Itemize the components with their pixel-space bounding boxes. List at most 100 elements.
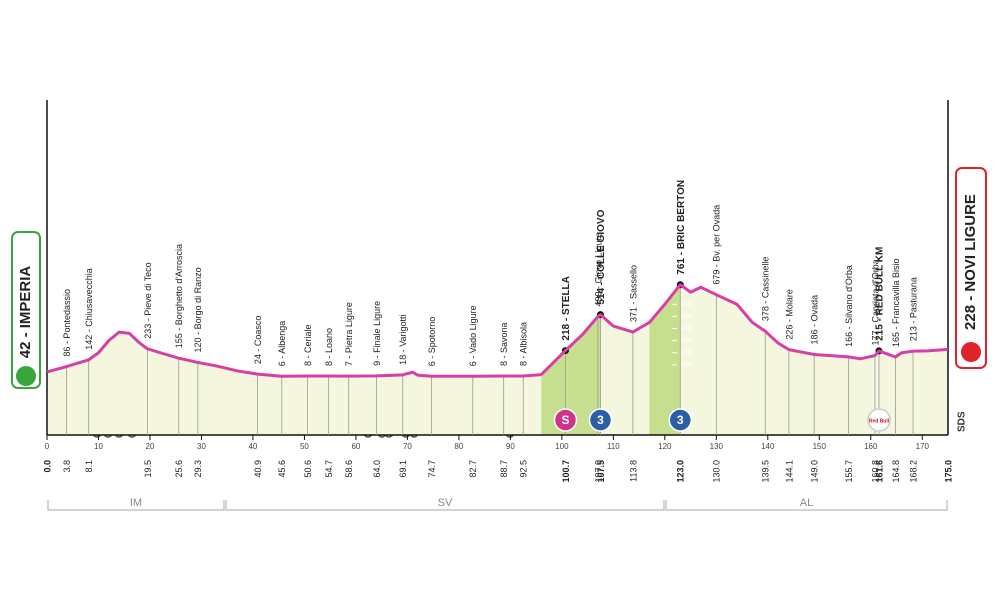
- km-label: 161.6: [874, 460, 884, 483]
- x-tick-label: 140: [761, 442, 775, 451]
- waypoint-label: 378 - Cassinelle: [761, 257, 771, 322]
- km-label: 100.7: [561, 460, 571, 483]
- km-label: 107.5: [596, 460, 606, 483]
- km-label: 74.7: [427, 460, 437, 478]
- start-icon: [16, 366, 36, 386]
- x-tick-label: 20: [146, 442, 155, 451]
- km-label: 40.9: [253, 460, 263, 478]
- waypoint-label: 24 - Coasco: [253, 316, 263, 365]
- km-label: 54.7: [324, 460, 334, 478]
- waypoint-label: 761 - BRIC BERTON: [676, 180, 687, 275]
- y-tick-label: 300: [680, 337, 692, 344]
- y-tick-label: 100: [680, 362, 692, 369]
- km-label: 88.7: [499, 460, 509, 478]
- profile-line: [46, 283, 949, 378]
- x-tick-label: 10: [94, 442, 103, 451]
- waypoint-label: 142 - Chiusavecchia: [84, 268, 94, 350]
- waypoint-label: 8 - Ceriale: [303, 325, 313, 367]
- km-label: 3.8: [62, 460, 72, 473]
- waypoint-label: 213 - Pasturana: [908, 277, 918, 341]
- y-tick-label: 600: [680, 301, 692, 308]
- waypoint-label: 86 - Pontedassio: [62, 289, 72, 357]
- x-tick-label: 100: [555, 442, 569, 451]
- km-label: 168.2: [908, 460, 918, 483]
- waypoint-label: 18 - Varigotti: [398, 314, 408, 364]
- km-label: 50.6: [303, 460, 313, 478]
- km-label: 92.5: [519, 460, 529, 478]
- km-label: 58.6: [344, 460, 354, 478]
- waypoint-label: 6 - Albenga: [277, 321, 287, 367]
- waypoint-label: 8 - Loano: [324, 328, 334, 366]
- waypoint-label: 6 - Vado Ligure: [468, 305, 478, 366]
- region-label: IM: [130, 497, 142, 509]
- waypoint-label: 7 - Pietra Ligure: [344, 302, 354, 366]
- km-label: 64.0: [372, 460, 382, 478]
- x-tick-label: 80: [454, 442, 463, 451]
- km-label: 19.5: [143, 460, 153, 478]
- region-bracket: [47, 500, 225, 511]
- km-label: 113.8: [628, 460, 638, 482]
- waypoint-label: 120 - Borgo di Ranzo: [193, 267, 203, 352]
- x-tick-label: 160: [864, 442, 878, 451]
- start-box: [11, 231, 41, 389]
- km-label: 164.8: [891, 460, 901, 483]
- badge-label: S: [561, 413, 569, 427]
- region-label: SV: [438, 497, 453, 509]
- x-tick-label: 50: [300, 442, 309, 451]
- km-label: 160.8: [870, 460, 880, 483]
- km-label: 0.0: [42, 460, 52, 473]
- climb-shade: [649, 284, 681, 435]
- km-label: 82.7: [468, 460, 478, 478]
- km-label: 149.0: [810, 460, 820, 483]
- waypoint-label: 226 - Molare: [784, 289, 794, 340]
- waypoint-label: 9 - Finale Ligure: [372, 301, 382, 366]
- waypoint-label: 155 - Borghetto d'Arroscia: [174, 244, 184, 348]
- y-tick-label: 500: [680, 313, 692, 320]
- start-label: 42 - IMPERIA: [17, 266, 34, 359]
- x-tick-label: 90: [506, 442, 515, 451]
- region-label: AL: [800, 497, 813, 509]
- waypoint-label: 218 - STELLA: [561, 276, 572, 340]
- km-label: 139.5: [761, 460, 771, 483]
- km-label: 107.0: [593, 460, 603, 483]
- km-label: 175.0: [943, 460, 953, 483]
- km-label: 155.7: [844, 460, 854, 483]
- finish-box: [955, 167, 987, 369]
- finish-icon: [961, 342, 981, 362]
- x-tick-label: 110: [607, 442, 620, 451]
- sponsor: SDS: [957, 411, 968, 432]
- waypoint-label: 233 - Pieve di Teco: [143, 262, 153, 338]
- badge-label: Red Bull: [869, 418, 890, 424]
- waypoint-label: 6 - Spotorno: [427, 317, 437, 367]
- waypoint-label: 8 - Albisola: [519, 322, 529, 366]
- x-tick-label: 120: [658, 442, 672, 451]
- region-bracket: [665, 500, 948, 511]
- climb-badge: [588, 408, 613, 432]
- y-tick-label: 400: [680, 325, 692, 332]
- waypoint-label: 8 - Savona: [499, 322, 509, 366]
- profile-fill: [47, 284, 948, 435]
- climb-badge: [553, 408, 578, 432]
- climb-badge: [668, 408, 693, 432]
- finish-label: 228 - NOVI LIGURE: [962, 194, 979, 330]
- km-label: 45.6: [277, 460, 287, 478]
- km-label: 130.0: [712, 460, 722, 483]
- x-tick-label: 40: [248, 442, 257, 451]
- waypoint-label: 371 - Sassello: [628, 265, 638, 322]
- km-label: 123.0: [676, 460, 686, 483]
- region-bracket: [225, 500, 665, 511]
- waypoint-label: 679 - Bv. per Ovada: [712, 205, 722, 285]
- waypoint-label: 514 - COLLE GIOVO: [596, 209, 607, 304]
- waypoint-label: 177 - Capriata d'Orba: [870, 259, 880, 345]
- km-label: 69.1: [398, 460, 408, 478]
- waypoint-label: 215 - RED BULL KM: [875, 247, 886, 341]
- km-label: 29.3: [193, 460, 203, 478]
- waypoint-label: 499 - Giovo Ligure: [593, 232, 603, 306]
- x-tick-label: 150: [813, 442, 827, 451]
- y-tick-label: 200: [680, 350, 692, 357]
- waypoint-label: 166 - Silvano d'Orba: [844, 265, 854, 347]
- badge-label: 3: [597, 413, 604, 427]
- waypoint-label: 186 - Ovada: [810, 295, 820, 345]
- climb-badge: [867, 408, 891, 432]
